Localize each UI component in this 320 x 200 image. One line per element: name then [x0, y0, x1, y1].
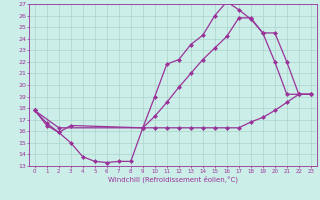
X-axis label: Windchill (Refroidissement éolien,°C): Windchill (Refroidissement éolien,°C) [108, 175, 238, 183]
